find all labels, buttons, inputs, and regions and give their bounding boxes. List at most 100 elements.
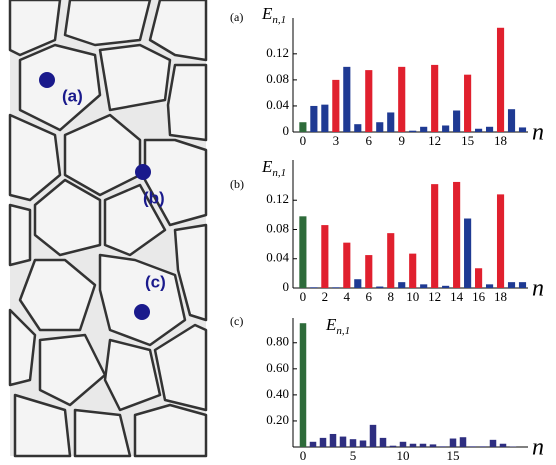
x-tick-label: 12 <box>428 289 441 304</box>
bar <box>320 438 327 447</box>
x-axis-label: n <box>532 276 544 302</box>
bar <box>310 287 317 288</box>
cell <box>100 45 170 110</box>
y-axis-label-base: E <box>261 157 273 176</box>
x-tick-label: 12 <box>428 133 441 148</box>
bar <box>354 124 361 132</box>
y-axis-label: En,1 <box>261 4 286 26</box>
bar <box>475 268 482 288</box>
bar <box>299 216 306 288</box>
foam-image: (a) (b) (c) <box>10 0 206 456</box>
bar <box>486 127 493 132</box>
y-tick-label: 0.20 <box>266 412 289 427</box>
bar <box>450 439 457 447</box>
bar <box>299 122 306 132</box>
bar <box>420 127 427 132</box>
bar <box>497 28 504 132</box>
panel-label: (c) <box>230 314 243 328</box>
x-tick-label: 10 <box>406 289 419 304</box>
bar <box>332 80 339 132</box>
cell <box>135 405 206 456</box>
panel-label: (b) <box>230 177 244 191</box>
point-marker <box>134 304 150 320</box>
y-tick-label: 0 <box>283 123 290 138</box>
y-tick-label: 0.08 <box>266 220 289 235</box>
bar <box>442 286 449 288</box>
bar <box>420 444 427 447</box>
bar <box>376 287 383 288</box>
y-tick-label: 0.12 <box>266 191 289 206</box>
x-tick-label: 6 <box>366 133 373 148</box>
x-tick-label: 4 <box>344 289 351 304</box>
y-tick-label: 0.80 <box>266 334 289 349</box>
x-tick-label: 14 <box>450 289 464 304</box>
y-tick-label: 0 <box>283 279 290 294</box>
y-axis-label-sub: n,1 <box>336 325 350 337</box>
bar <box>442 125 449 132</box>
bar <box>519 282 526 288</box>
bar <box>321 105 328 132</box>
x-tick-label: 3 <box>333 133 340 148</box>
x-tick-label: 0 <box>300 133 307 148</box>
bar <box>486 284 493 288</box>
bar <box>398 67 405 132</box>
bar <box>500 444 507 447</box>
bar <box>453 111 460 132</box>
bar <box>387 233 394 288</box>
bar <box>360 440 367 447</box>
cell <box>10 205 30 265</box>
x-tick-label: 0 <box>300 289 307 304</box>
bar <box>300 323 307 447</box>
bar <box>370 425 377 447</box>
bar <box>490 440 497 447</box>
x-tick-label: 9 <box>398 133 405 148</box>
bar <box>519 127 526 132</box>
bar <box>508 282 515 288</box>
bar <box>390 446 397 447</box>
x-tick-label: 2 <box>322 289 329 304</box>
y-axis-label-sub: n,1 <box>272 14 286 26</box>
bar <box>321 225 328 288</box>
point-label: (c) <box>145 272 166 291</box>
x-tick-label: 15 <box>447 448 460 460</box>
bar <box>310 442 317 447</box>
y-tick-label: 0.60 <box>266 360 289 375</box>
bar <box>398 282 405 288</box>
bar <box>340 437 347 447</box>
bar <box>470 446 477 447</box>
bar <box>310 106 317 132</box>
x-tick-label: 6 <box>366 289 373 304</box>
bar <box>354 279 361 288</box>
bar <box>387 112 394 132</box>
bar <box>410 444 417 447</box>
y-tick-label: 0.40 <box>266 386 289 401</box>
bar <box>475 129 482 132</box>
bar <box>431 184 438 288</box>
x-tick-label: 18 <box>494 289 507 304</box>
bar <box>343 243 350 288</box>
y-tick-label: 0.04 <box>266 97 289 112</box>
bar <box>400 442 407 447</box>
bar <box>380 438 387 447</box>
y-axis-label-base: E <box>325 315 337 334</box>
x-tick-label: 10 <box>397 448 410 460</box>
y-tick-label: 0.08 <box>266 71 289 86</box>
y-tick-label: 0.12 <box>266 45 289 60</box>
y-axis-label: En,1 <box>261 157 286 179</box>
bar <box>330 434 337 447</box>
x-axis-label: n <box>532 435 544 461</box>
point-marker <box>39 72 55 88</box>
bar <box>332 287 339 288</box>
bar <box>453 182 460 288</box>
figure: (a) (b) (c) (a) En,1 n 0 0.04 0.08 0.12 0 3 6 9 12 1… <box>0 0 556 460</box>
bar <box>431 65 438 132</box>
cell <box>65 0 150 45</box>
cell <box>75 410 130 456</box>
panel-label: (a) <box>230 10 243 24</box>
x-tick-label: 18 <box>494 133 507 148</box>
bar <box>508 109 515 132</box>
bar <box>460 437 467 447</box>
bar <box>420 284 427 288</box>
cell <box>168 65 206 140</box>
bar <box>430 444 437 447</box>
